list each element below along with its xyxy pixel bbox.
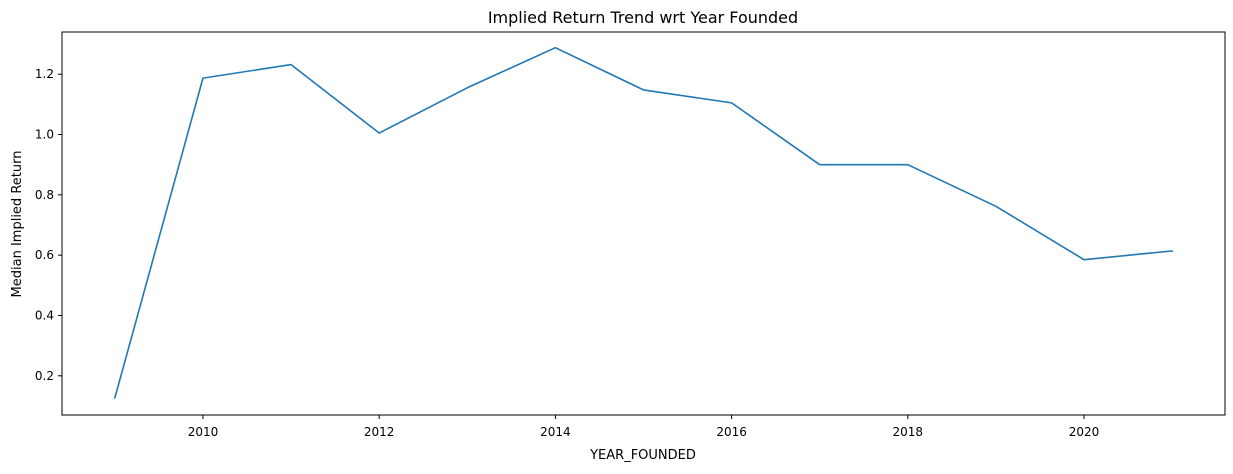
axes-frame [61,31,1226,416]
y-tick-label: 0.8 [35,188,54,202]
x-tick-label: 2010 [188,425,219,439]
x-tick-label: 2018 [893,425,924,439]
y-tick-label: 1.0 [35,128,54,142]
x-tick-label: 2012 [364,425,395,439]
y-tick-label: 0.4 [35,308,54,322]
y-axis-label: Median Implied Return [10,151,25,298]
series-line-0 [113,46,1174,399]
x-tick-label: 2014 [540,425,571,439]
y-tick-label: 0.2 [35,369,54,383]
x-tick-label: 2016 [716,425,747,439]
y-axis-ticks: 0.2 0.4 0.6 0.8 1.0 1.2 [35,67,62,383]
plot-area [61,31,1226,416]
chart-title: Implied Return Trend wrt Year Founded [488,8,798,27]
x-axis-label: YEAR_FOUNDED [589,448,696,463]
y-tick-label: 0.6 [35,248,54,262]
x-tick-label: 2020 [1069,425,1100,439]
x-axis-ticks: 2010 2012 2014 2016 2018 2020 [188,415,1100,439]
y-tick-label: 1.2 [35,67,54,81]
